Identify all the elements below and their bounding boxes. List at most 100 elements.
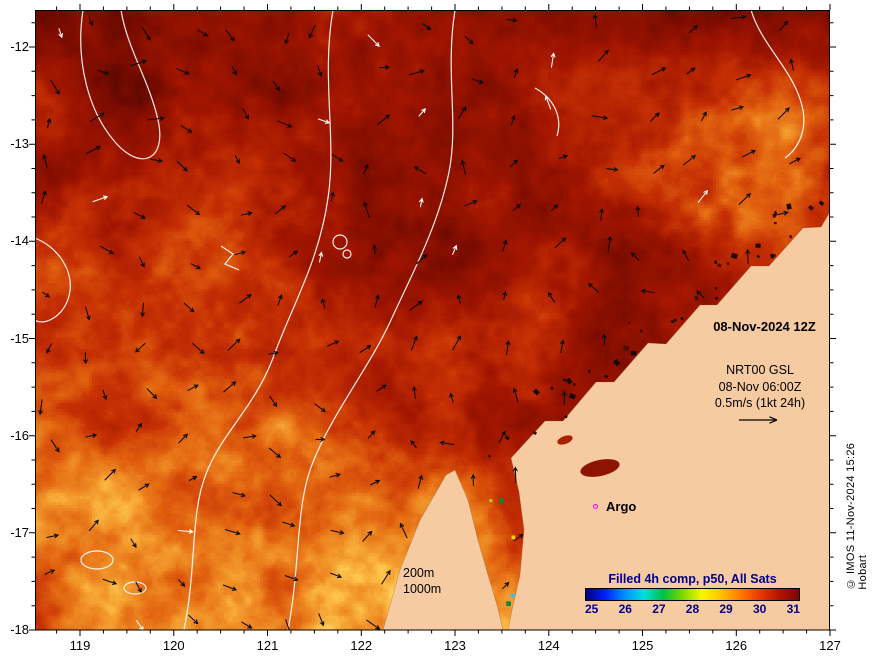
current-vector (330, 529, 345, 535)
scale-arrow-icon (739, 415, 778, 424)
sst-map: 08-Nov-2024 12Z NRT00 GSL 08-Nov 06:00Z … (35, 10, 830, 630)
colorbar-tick-label: 30 (752, 602, 767, 616)
current-vector (367, 430, 376, 439)
current-vector (274, 205, 287, 215)
isobath-200-label: 200m (403, 566, 435, 580)
current-vector (135, 619, 144, 630)
current-vector (550, 52, 556, 68)
current-vector (331, 154, 344, 162)
current-vector (731, 105, 745, 111)
current-vector (456, 293, 462, 305)
current-vector (177, 160, 188, 172)
current-vector (242, 107, 249, 120)
current-vector (178, 433, 188, 444)
current-vector (363, 163, 369, 175)
current-vector (269, 395, 278, 408)
argo-marker (593, 504, 598, 509)
current-vector (777, 107, 790, 120)
current-vector (225, 29, 235, 42)
current-vector (587, 282, 600, 293)
current-vector (102, 578, 118, 585)
current-vector (377, 114, 391, 125)
lat-tick-label: -16 (10, 427, 29, 443)
current-vector (457, 106, 467, 120)
current-vector (269, 494, 283, 507)
current-vector (42, 153, 48, 169)
current-vector (558, 154, 569, 160)
current-vector (682, 154, 697, 166)
current-vector (135, 581, 142, 593)
current-vector (330, 191, 335, 202)
current-vector (736, 73, 752, 81)
current-vector (40, 190, 47, 204)
current-vector (366, 619, 381, 630)
credit-text: © IMOS 11-Nov-2024 15:26 Hobart (845, 442, 869, 590)
current-vector (367, 34, 380, 48)
current-vector (317, 64, 323, 77)
current-vector (46, 343, 52, 354)
datetime-label: 08-Nov-2024 12Z (713, 319, 816, 334)
current-vector (409, 300, 424, 311)
current-vector (88, 17, 94, 27)
current-vector (234, 155, 240, 165)
current-vector (330, 572, 343, 579)
current-vector (327, 340, 340, 347)
model-info: NRT00 GSL 08-Nov 06:00Z 0.5m/s (1kt 24h) (675, 362, 845, 425)
lon-tick-label: 120 (162, 638, 185, 653)
current-vector (85, 433, 98, 438)
current-vector (234, 250, 247, 256)
current-vector (359, 344, 372, 354)
current-vector (562, 390, 567, 406)
current-vector (779, 20, 789, 31)
current-vector (449, 392, 454, 403)
current-vector (601, 333, 607, 346)
lat-tick-label: -15 (10, 330, 29, 346)
current-vector (134, 342, 146, 353)
model-name-label: NRT00 GSL (726, 363, 794, 377)
current-vector (187, 384, 199, 391)
current-vector (635, 205, 641, 217)
current-vector (362, 530, 373, 542)
current-vector (682, 249, 690, 262)
current-vector (506, 17, 518, 23)
current-vector (789, 58, 795, 71)
current-vector (175, 68, 190, 75)
lon-tick-label: 127 (819, 638, 841, 653)
current-vector (329, 472, 341, 478)
lon-tick-label: 126 (725, 638, 748, 653)
argo-marker-group: Argo (593, 499, 636, 514)
current-vector (243, 434, 257, 439)
current-vector (241, 621, 253, 629)
current-vector (276, 120, 293, 128)
current-vector (85, 146, 102, 155)
current-vector (99, 245, 115, 255)
current-vector (399, 522, 408, 539)
current-vector (50, 439, 60, 453)
current-vector (547, 291, 556, 303)
isobath-labels: 200m 1000m (403, 565, 441, 597)
current-vector (374, 294, 380, 308)
current-vector (223, 381, 237, 393)
current-vector (317, 118, 331, 124)
current-vector (460, 159, 467, 176)
lat-tick-label: -18 (10, 622, 29, 637)
current-vector (745, 248, 751, 265)
current-vector (308, 24, 316, 39)
current-vector (464, 199, 478, 207)
current-vector (417, 474, 424, 489)
colorbar-tick-label: 27 (652, 602, 666, 616)
current-vector (130, 538, 137, 549)
current-vector (133, 212, 146, 219)
current-vector (222, 584, 238, 591)
current-vector (232, 492, 246, 498)
current-vector (510, 114, 516, 125)
current-vector (597, 49, 609, 62)
current-vector (554, 237, 567, 249)
current-vector (498, 430, 506, 444)
lon-tick-label: 124 (537, 638, 560, 653)
current-vector (700, 111, 707, 122)
current-vector (231, 66, 237, 76)
current-vector (104, 468, 117, 481)
current-vector (267, 350, 279, 356)
current-vector (452, 335, 462, 351)
